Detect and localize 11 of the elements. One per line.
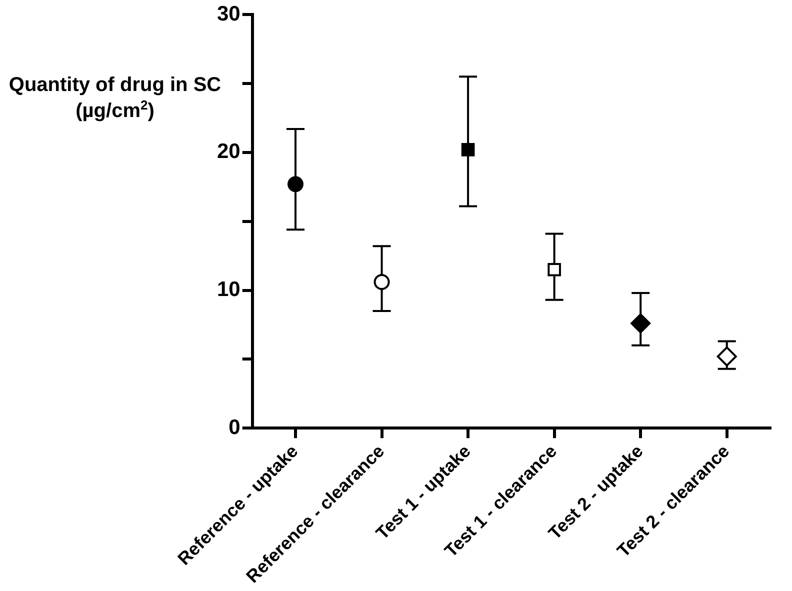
point <box>630 313 651 334</box>
y-tick-label: 10 <box>217 278 240 302</box>
point <box>548 262 561 276</box>
y-tick-label: 30 <box>217 2 240 26</box>
y-axis-title: Quantity of drug in SC (µg/cm$^{2}$) <box>8 73 222 124</box>
point <box>374 274 390 290</box>
y-tick-label: 20 <box>217 140 240 164</box>
point <box>716 346 737 366</box>
y-tick-label: 0 <box>228 416 240 439</box>
point <box>461 143 475 156</box>
point <box>287 176 304 192</box>
